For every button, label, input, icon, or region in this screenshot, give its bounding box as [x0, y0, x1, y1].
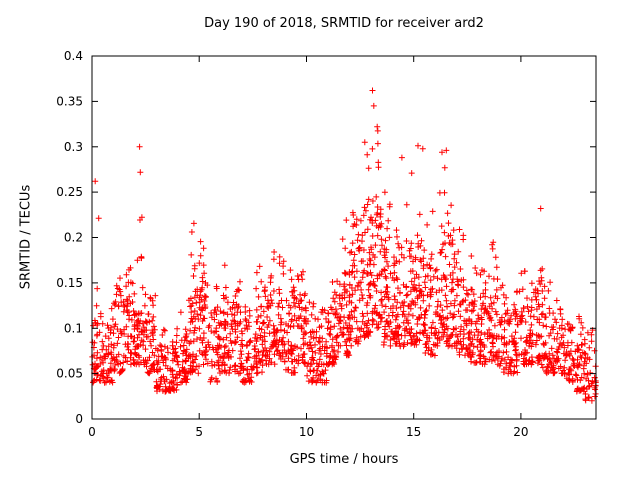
svg-text:0.35: 0.35 — [56, 94, 83, 108]
svg-text:0.2: 0.2 — [64, 231, 83, 245]
tick-labels: 0 5 10 15 20 0 0.05 0.1 0.15 0.2 0.25 0.3 0.35 0.4 — [56, 49, 528, 439]
svg-text:0: 0 — [75, 412, 83, 426]
plot-border — [91, 55, 597, 420]
svg-text:5: 5 — [195, 425, 203, 439]
data-points — [89, 87, 599, 404]
svg-text:0.15: 0.15 — [56, 276, 83, 290]
svg-text:0.05: 0.05 — [56, 367, 83, 381]
svg-text:20: 20 — [513, 425, 528, 439]
svg-text:10: 10 — [299, 425, 314, 439]
svg-text:0.25: 0.25 — [56, 185, 83, 199]
svg-text:0.3: 0.3 — [64, 140, 83, 154]
svg-text:15: 15 — [406, 425, 421, 439]
svg-text:0.4: 0.4 — [64, 49, 83, 63]
chart-title: Day 190 of 2018, SRMTID for receiver ard… — [204, 16, 484, 31]
svg-text:0.1: 0.1 — [64, 321, 83, 335]
axis-ticks — [91, 55, 596, 420]
svg-text:0: 0 — [88, 425, 96, 439]
x-axis-label: GPS time / hours — [289, 452, 399, 467]
